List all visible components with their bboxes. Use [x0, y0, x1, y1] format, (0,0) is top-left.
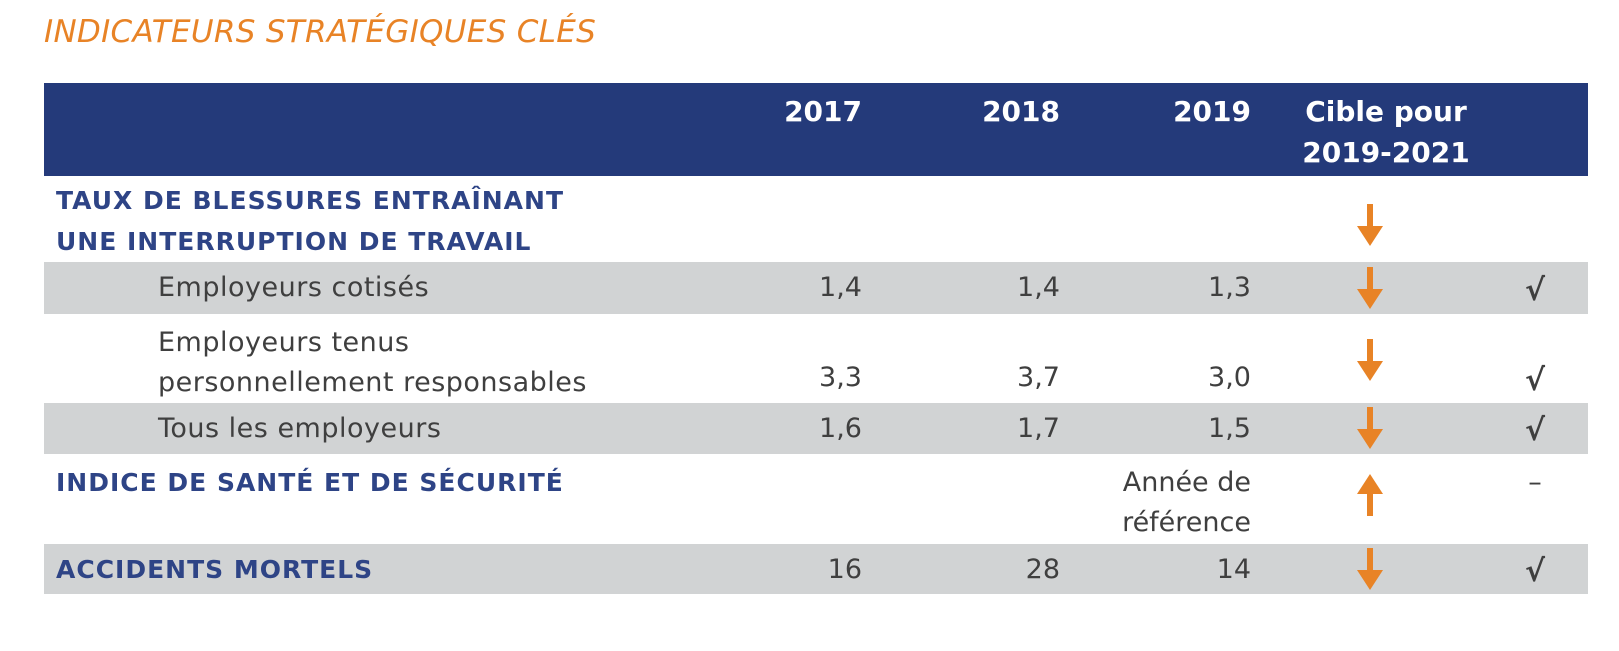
check-icon: √ [1524, 273, 1545, 308]
header-2019: 2019 [1173, 95, 1251, 128]
value-2017: 3,3 [819, 362, 862, 393]
table-row-self-insured: Employeurs tenus personnellement respons… [44, 314, 1588, 403]
table-row-all-employers: Tous les employeurs 1,6 1,7 1,5 √ [44, 403, 1588, 454]
value-2018: 1,7 [1017, 413, 1060, 444]
indicators-table: 2017 2018 2019 Cible pour 2019-2021 TAUX… [44, 83, 1588, 594]
row-label: Employeurs cotisés [158, 272, 430, 303]
value-2018: 28 [1025, 554, 1060, 585]
value-2019: 3,0 [1208, 362, 1251, 393]
value-2018: 1,4 [1017, 272, 1060, 303]
header-target-line2: 2019-2021 [1302, 136, 1470, 169]
arrow-up-icon [1357, 474, 1383, 516]
value-2019: 1,3 [1208, 272, 1251, 303]
arrow-down-icon [1357, 407, 1383, 449]
arrow-down-icon [1357, 204, 1383, 246]
dash-icon: – [1528, 467, 1542, 498]
value-2019: 1,5 [1208, 413, 1251, 444]
value-2017: 1,6 [819, 413, 862, 444]
row-label-line2: personnellement responsables [158, 367, 587, 398]
check-icon: √ [1524, 363, 1545, 398]
section-label: INDICE DE SANTÉ ET DE SÉCURITÉ [56, 468, 564, 497]
value-2018: 3,7 [1017, 362, 1060, 393]
section-label-line2: UNE INTERRUPTION DE TRAVAIL [56, 227, 532, 256]
section-label: ACCIDENTS MORTELS [56, 555, 374, 584]
arrow-down-icon [1357, 339, 1383, 381]
row-label: Tous les employeurs [158, 413, 442, 444]
table-header: 2017 2018 2019 Cible pour 2019-2021 [44, 83, 1588, 176]
arrow-down-icon [1357, 548, 1383, 590]
value-2019-line1: Année de [1122, 467, 1251, 498]
page-title: INDICATEURS STRATÉGIQUES CLÉS [44, 14, 597, 50]
table-row-hs-index: INDICE DE SANTÉ ET DE SÉCURITÉ Année de … [44, 454, 1588, 544]
value-2019-line2: référence [1122, 507, 1251, 538]
header-2017: 2017 [784, 95, 862, 128]
table-row-fatalities: ACCIDENTS MORTELS 16 28 14 √ [44, 544, 1588, 594]
check-icon: √ [1524, 554, 1545, 589]
arrow-down-icon [1357, 267, 1383, 309]
value-2019: 14 [1216, 554, 1251, 585]
row-label-line1: Employeurs tenus [158, 327, 410, 358]
table-row-lost-time: TAUX DE BLESSURES ENTRAÎNANT UNE INTERRU… [44, 176, 1588, 262]
value-2017: 1,4 [819, 272, 862, 303]
header-target-line1: Cible pour [1305, 95, 1467, 128]
value-2017: 16 [827, 554, 862, 585]
header-2018: 2018 [982, 95, 1060, 128]
check-icon: √ [1524, 413, 1545, 448]
section-label-line1: TAUX DE BLESSURES ENTRAÎNANT [56, 186, 564, 215]
table-row-assessed: Employeurs cotisés 1,4 1,4 1,3 √ [44, 262, 1588, 314]
